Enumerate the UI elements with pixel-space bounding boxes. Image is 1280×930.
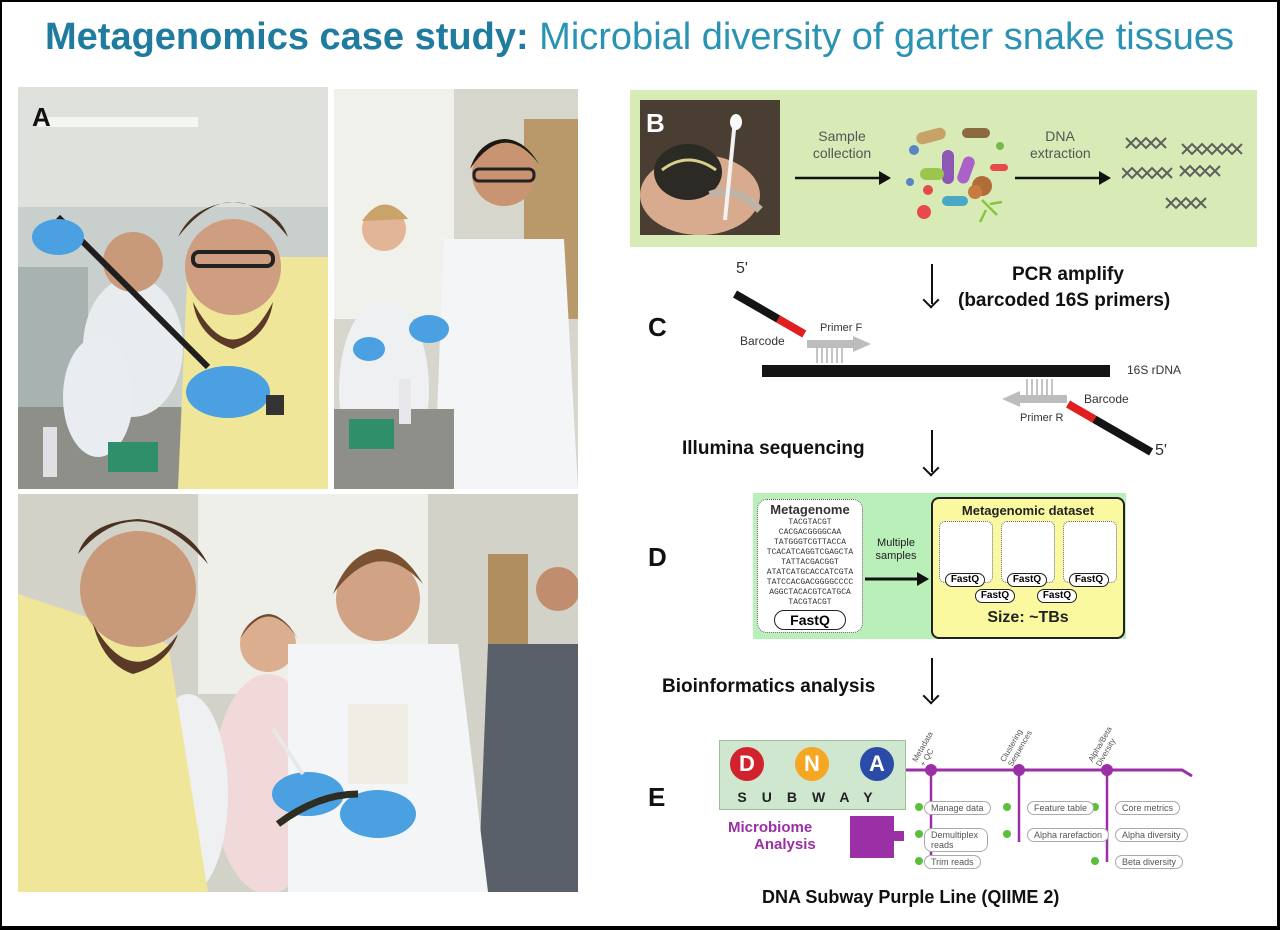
purple-line-icon-stub: [894, 831, 904, 841]
station-trim-reads: Trim reads: [924, 855, 981, 869]
station-alpha-diversity: Alpha diversity: [1115, 828, 1188, 842]
dna-extraction-arrow: [1015, 171, 1111, 185]
16s-rdna-label: 16S rDNA: [1127, 363, 1182, 377]
pcr-primers-sublabel: (barcoded 16S primers): [958, 290, 1171, 311]
station-core-metrics: Core metrics: [1115, 801, 1181, 815]
barcode-label-bottom: Barcode: [1084, 392, 1129, 406]
station-manage-data: Manage data: [924, 801, 991, 815]
sample-collection-label: Sample collection: [812, 128, 872, 161]
barcode-label-top: Barcode: [740, 334, 785, 348]
station-alpha-rarefaction: Alpha rarefaction: [1027, 828, 1110, 842]
logo-letter-a: A: [869, 751, 885, 776]
metagenome-sequences: TACGTACGT CACGACGGGGCAA TATGGGTCGTTACCA TCA…: [758, 518, 862, 608]
microbiome-label: Microbiome: [728, 819, 813, 836]
logo-circle-a: A: [860, 747, 894, 781]
dna-subway-caption: DNA Subway Purple Line (QIIME 2): [762, 887, 1060, 907]
metagenomic-dataset-box: Metagenomic dataset FastQ FastQ FastQ Fa…: [931, 497, 1125, 639]
sequence-line: TACGTACGT: [788, 518, 832, 527]
fastq-3: FastQ: [1069, 573, 1109, 587]
snake-swab-photo: [640, 100, 780, 235]
sequence-line: TATGGGTCGTTACCA: [773, 538, 846, 547]
photo-lab-bottom: [18, 494, 578, 892]
slide-title: Metagenomics case study: Microbial diver…: [2, 16, 1277, 59]
dna-subway-logo: D N A SUBWAY: [719, 740, 906, 810]
dna-strands-icon: [1122, 136, 1243, 210]
five-prime-bottom: 5': [1155, 442, 1167, 459]
title-bold: Metagenomics case study:: [45, 16, 529, 58]
dna-extraction-label: DNA extraction: [1030, 128, 1091, 161]
barcode-primer-f-strand: [733, 290, 807, 338]
photo-lab-top-left: [18, 87, 328, 489]
pcr-amplify-label: PCR amplify: [1012, 264, 1124, 285]
arrow-c-to-d: [931, 430, 933, 472]
sequence-line: TCACATCAGGTCGAGCTA: [766, 548, 854, 557]
multiple-samples-arrow: [865, 572, 929, 586]
fastq-5: FastQ: [1037, 589, 1077, 603]
primer-r-arrow: [1002, 379, 1067, 407]
16s-rdna-strand: [762, 365, 1110, 377]
sequence-line: CACGACGGGGCAA: [778, 528, 842, 537]
logo-letter-d: D: [739, 751, 755, 776]
title-light: Microbial diversity of garter snake tiss…: [539, 16, 1234, 58]
metagenome-title: Metagenome: [770, 502, 850, 517]
panel-b-sample-workflow: B Sample collection DNA extraction: [630, 90, 1257, 247]
arrow-b-to-c: [931, 264, 933, 304]
subway-wordmark: SUBWAY: [737, 789, 888, 805]
station-demultiplex-reads: Demultiplex reads: [924, 828, 988, 852]
panel-label-b: B: [646, 108, 665, 138]
station-feature-table: Feature table: [1027, 801, 1095, 815]
sequence-line: TACGTACGT: [788, 598, 832, 607]
panel-d-metagenome: Metagenome TACGTACGT CACGACGGGGCAA TATGGGT…: [753, 493, 1126, 639]
panel-label-c: C: [648, 312, 667, 342]
panel-label-d: D: [648, 542, 667, 572]
dataset-sample-3: [1063, 521, 1117, 583]
dataset-title: Metagenomic dataset: [961, 503, 1095, 518]
primer-f-label: Primer F: [820, 322, 863, 334]
logo-circle-d: D: [730, 747, 764, 781]
panel-label-a: A: [32, 102, 51, 132]
arrow-d-to-e: [931, 658, 933, 700]
purple-line-icon: [850, 816, 894, 858]
station-beta-diversity: Beta diversity: [1115, 855, 1184, 869]
sample-collection-arrow: [795, 171, 891, 185]
analysis-label: Analysis: [754, 836, 816, 853]
primer-r-label: Primer R: [1020, 412, 1064, 424]
fastq-2: FastQ: [1007, 573, 1047, 587]
fastq-4: FastQ: [975, 589, 1015, 603]
five-prime-top: 5': [736, 260, 748, 277]
illumina-sequencing-label: Illumina sequencing: [682, 438, 865, 459]
fastq-1: FastQ: [945, 573, 985, 587]
primer-f-arrow: [807, 336, 871, 363]
sequence-line: TATTACGACGGT: [781, 558, 839, 567]
bioinformatics-analysis-label: Bioinformatics analysis: [662, 676, 876, 697]
sequence-line: AGGCTACACGTCATGCA: [769, 588, 851, 597]
fastq-main: FastQ: [774, 610, 846, 630]
barcode-primer-r-strand: [1066, 400, 1154, 456]
logo-letter-n: N: [804, 751, 820, 776]
microbes-icon: [906, 127, 1008, 223]
panel-label-e: E: [648, 782, 666, 812]
logo-circle-n: N: [795, 747, 829, 781]
sequence-line: TATCCACGACGGGGCCCC: [766, 578, 854, 587]
sequence-line: ATATCATGCACCATCGTA: [766, 568, 854, 577]
photo-lab-top-right: [334, 89, 578, 489]
multiple-samples-label: Multiple samples: [875, 537, 917, 562]
subway-map: [906, 764, 1193, 865]
metagenome-box: Metagenome TACGTACGT CACGACGGGGCAA TATGGGT…: [757, 499, 863, 633]
dataset-sample-2: [1001, 521, 1055, 583]
dataset-size: Size: ~TBs: [987, 609, 1069, 626]
